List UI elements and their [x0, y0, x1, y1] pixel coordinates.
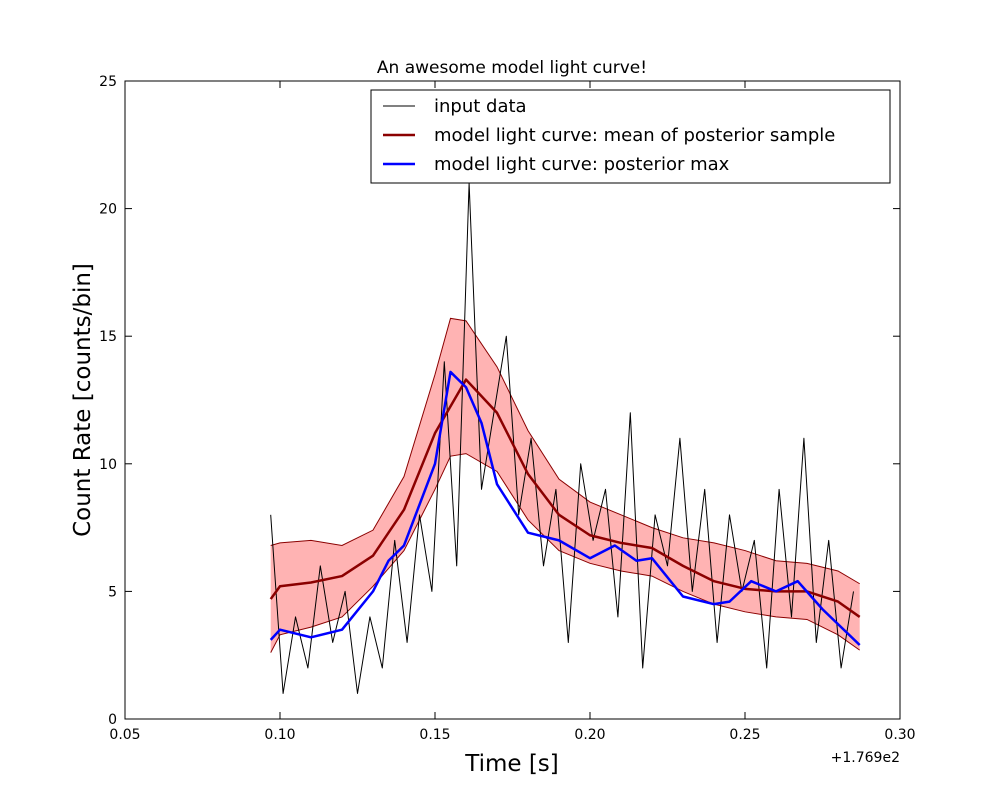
- plot-area: [269, 182, 861, 694]
- x-offset-label: +1.769e2: [831, 750, 900, 766]
- x-tick-label: 0.05: [109, 727, 140, 743]
- x-tick-label: 0.20: [574, 727, 605, 743]
- y-axis-label: Count Rate [counts/bin]: [70, 263, 96, 537]
- legend-label: model light curve: mean of posterior sam…: [434, 125, 835, 146]
- x-axis-label: Time [s]: [464, 751, 559, 777]
- x-tick-label: 0.15: [419, 727, 450, 743]
- legend-box: [370, 89, 891, 184]
- chart-title: An awesome model light curve!: [377, 58, 647, 78]
- x-tick-label: 0.30: [884, 727, 915, 743]
- series-line: [269, 378, 861, 618]
- y-tick-label: 0: [108, 712, 117, 728]
- y-tick-label: 20: [99, 202, 117, 218]
- x-tick-label: 0.10: [264, 727, 295, 743]
- plot-frame: [124, 80, 901, 720]
- y-tick-label: 15: [99, 329, 117, 345]
- legend-label: model light curve: posterior max: [434, 154, 730, 175]
- uncertainty-band: [270, 318, 860, 653]
- y-tick-label: 10: [99, 457, 117, 473]
- y-tick-label: 5: [108, 584, 117, 600]
- series-line: [270, 182, 854, 694]
- y-tick-label: 25: [99, 74, 117, 90]
- legend-label: input data: [434, 96, 527, 117]
- series-line: [269, 370, 861, 646]
- band-upper-edge: [270, 317, 860, 585]
- x-tick-label: 0.25: [729, 727, 760, 743]
